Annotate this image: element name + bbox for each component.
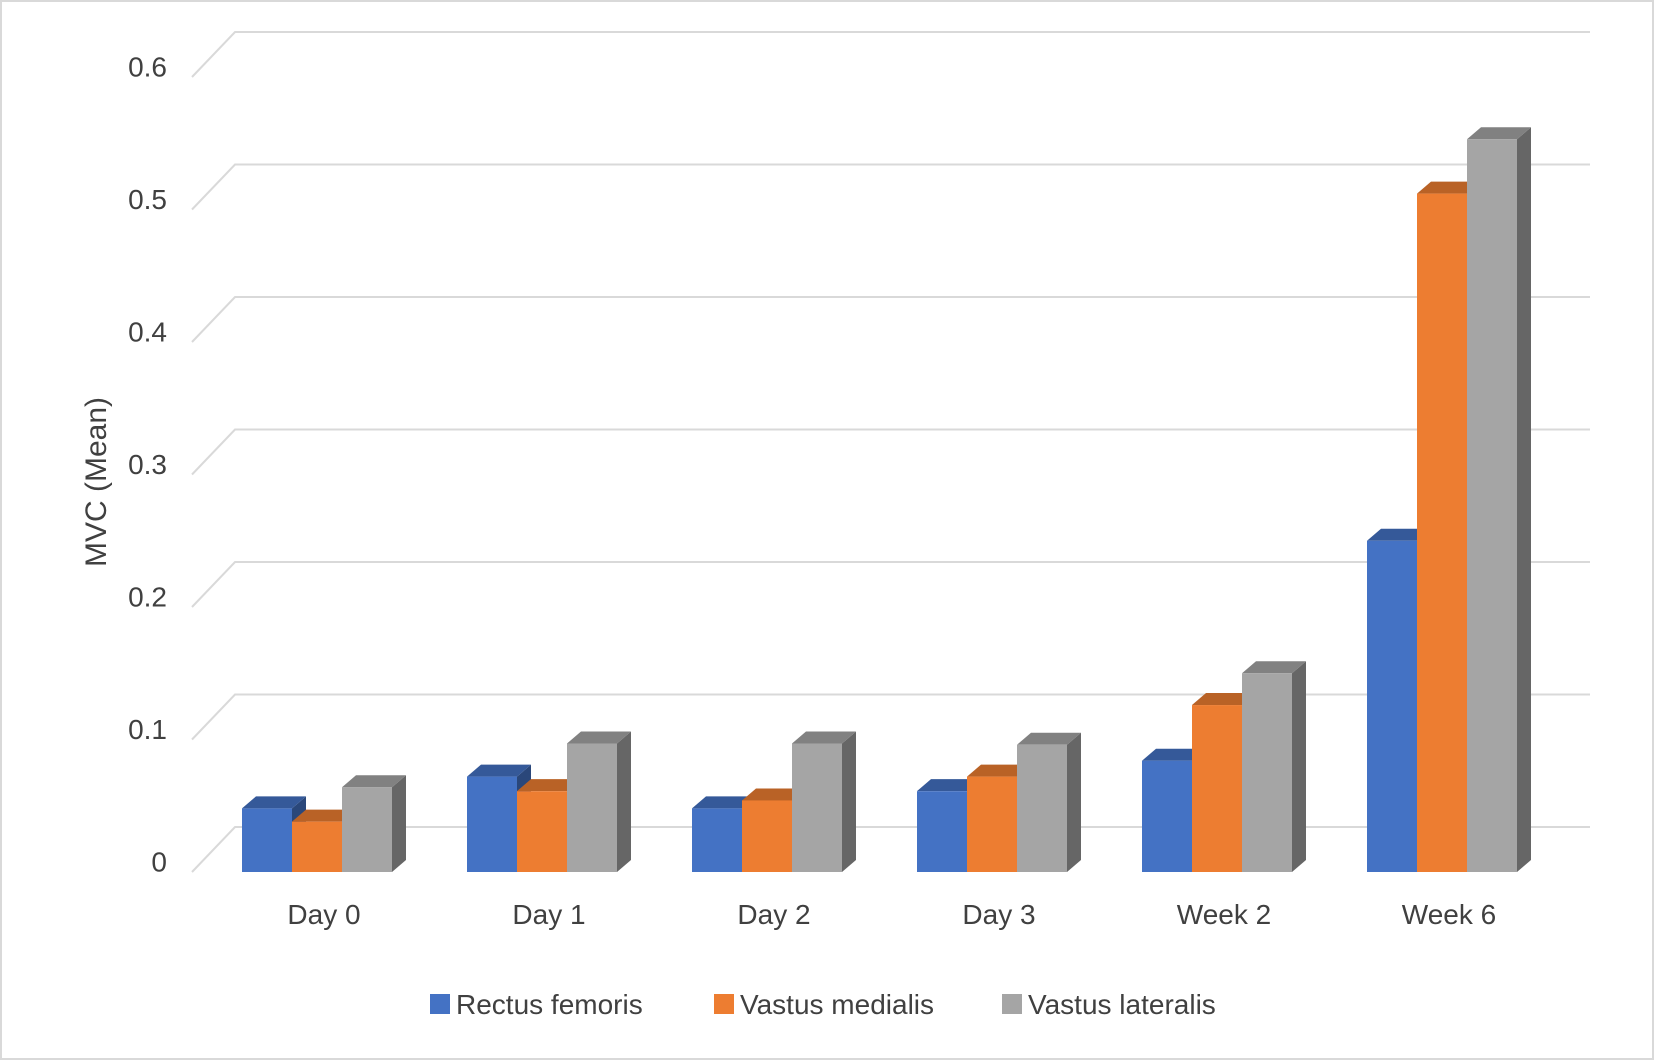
legend-label: Rectus femoris (456, 989, 643, 1020)
bar (1467, 127, 1531, 872)
legend-item: Vastus medialis (714, 989, 934, 1020)
legend-swatch (1002, 994, 1022, 1014)
x-category-label: Day 0 (287, 899, 360, 930)
legend-label: Vastus lateralis (1028, 989, 1216, 1020)
bar (792, 731, 856, 872)
legend-item: Vastus lateralis (1002, 989, 1216, 1020)
legend-item: Rectus femoris (430, 989, 643, 1020)
legend-label: Vastus medialis (740, 989, 934, 1020)
y-tick-label: 0.4 (128, 316, 167, 347)
gridline (191, 163, 1590, 211)
y-tick-label: 0.2 (128, 581, 167, 612)
y-tick-label: 0 (151, 846, 167, 877)
gridline (191, 561, 1590, 608)
x-category-label: Day 3 (962, 899, 1035, 930)
legend-swatch (714, 994, 734, 1014)
gridlines (191, 31, 1590, 873)
legend-swatch (430, 994, 450, 1014)
y-axis-ticks: 0 0.1 0.2 0.3 0.4 0.5 0.6 (128, 51, 167, 877)
gridline (191, 693, 1590, 741)
bar (1242, 661, 1306, 872)
y-axis-title: MVC (Mean) (80, 397, 113, 567)
bar (1017, 732, 1081, 872)
x-category-label: Day 1 (512, 899, 585, 930)
y-tick-label: 0.1 (128, 714, 167, 745)
legend: Rectus femoris Vastus medialis Vastus late… (430, 989, 1216, 1020)
gridline (191, 296, 1590, 343)
bar (567, 731, 631, 872)
y-tick-label: 0.5 (128, 184, 167, 215)
x-category-label: Week 2 (1177, 899, 1271, 930)
x-category-label: Day 2 (737, 899, 810, 930)
gridline (191, 826, 1590, 873)
gridline (191, 428, 1590, 476)
y-tick-label: 0.3 (128, 449, 167, 480)
bars (242, 127, 1531, 873)
bar (742, 788, 806, 872)
x-axis-categories: Day 0 Day 1 Day 2 Day 3 Week 2 Week 6 (287, 899, 1496, 930)
y-tick-label: 0.6 (128, 51, 167, 82)
gridline (191, 31, 1590, 78)
bar (342, 775, 406, 872)
x-category-label: Week 6 (1402, 899, 1496, 930)
